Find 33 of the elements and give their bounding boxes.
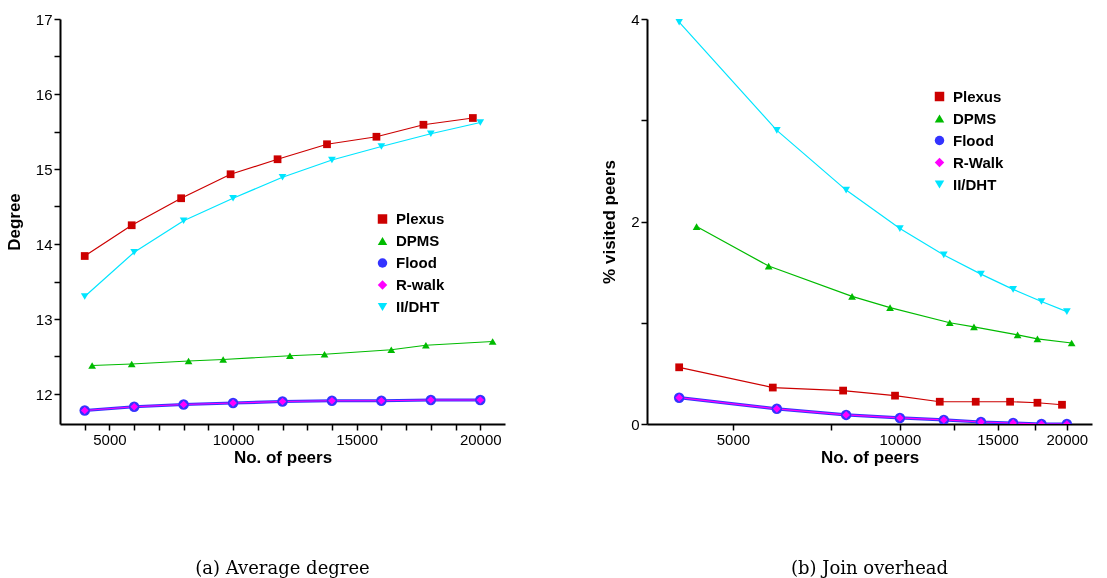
x-axis-title: No. of peers <box>233 447 333 467</box>
x-axis-title: No. of peers <box>820 447 920 467</box>
y-axis-title: Degree <box>4 193 24 251</box>
y-tick-label: 13 <box>35 310 53 328</box>
x-tick-label: 5000 <box>716 430 751 448</box>
legend-label: Plexus <box>953 87 1002 105</box>
text: (b) Join overhead <box>790 557 949 578</box>
x-tick-label: 15000 <box>977 430 1019 448</box>
legend-label: Flood <box>396 254 437 271</box>
y-tick-label: 15 <box>35 160 53 178</box>
x-tick-label: 5000 <box>93 430 127 448</box>
legend-label: R-walk <box>396 276 445 293</box>
y-tick-label: 0 <box>631 415 640 433</box>
legend-label: Flood <box>953 131 994 149</box>
x-tick-label: 15000 <box>336 430 379 448</box>
legend-label: II/DHT <box>953 175 997 193</box>
x-tick-label: 20000 <box>1046 430 1089 448</box>
x-tick-label: 10000 <box>212 430 255 448</box>
y-axis-title: % visited peers <box>600 160 620 284</box>
y-tick-label: 14 <box>35 235 53 253</box>
legend-label: R-Walk <box>953 153 1004 171</box>
legend-label: II/DHT <box>396 298 440 315</box>
x-tick-label: 20000 <box>459 430 502 448</box>
text: (a) Average degree <box>195 557 370 578</box>
y-tick-label: 2 <box>631 213 640 230</box>
legend-label: DPMS <box>953 109 997 127</box>
legend-label: Plexus <box>396 210 445 227</box>
y-tick-label: 4 <box>631 10 640 28</box>
y-tick-label: 17 <box>35 10 53 28</box>
y-tick-label: 16 <box>35 85 53 103</box>
y-tick-label: 12 <box>35 385 53 403</box>
legend-label: DPMS <box>396 232 440 249</box>
x-tick-label: 10000 <box>879 430 922 448</box>
